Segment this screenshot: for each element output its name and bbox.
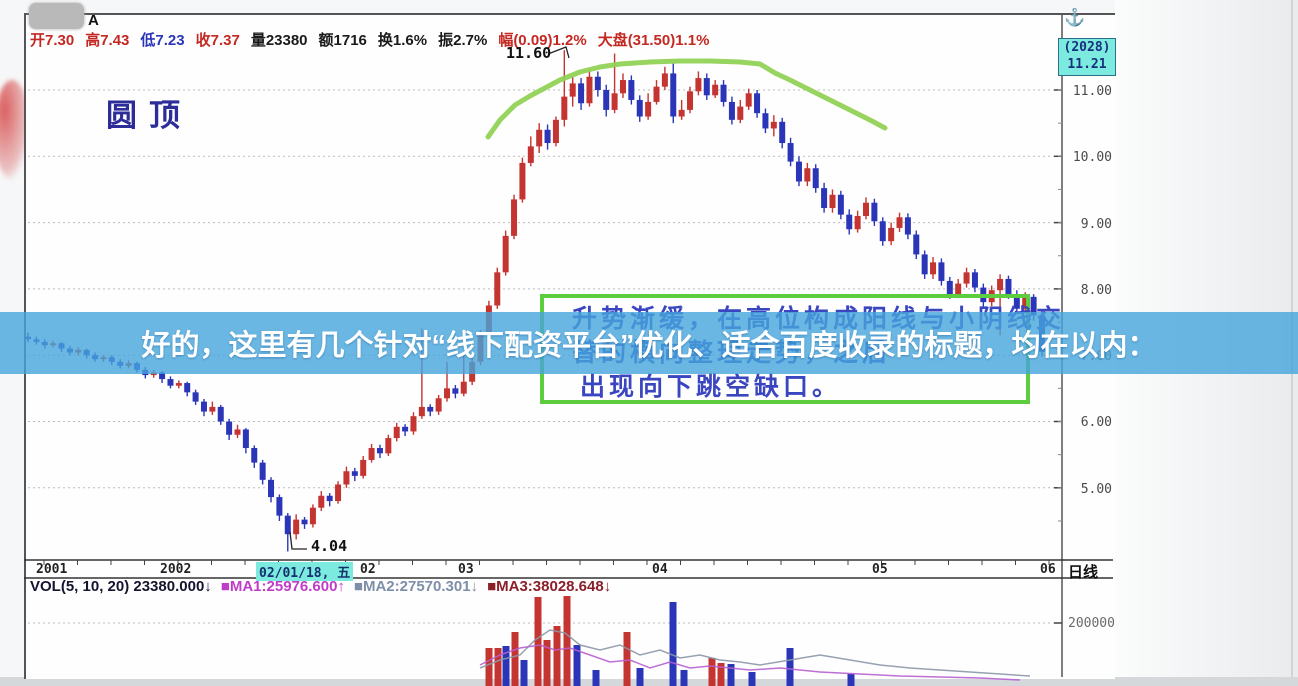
anchor-icon[interactable]: ⚓ — [1064, 8, 1086, 27]
stock-name: A — [88, 12, 99, 29]
peak-price-label: 11.60 — [506, 44, 552, 62]
price-tick-label: 5.00 — [1080, 482, 1112, 497]
quote-info-item: 振2.7% — [438, 32, 488, 49]
price-tick-label: 6.00 — [1080, 415, 1112, 430]
price-tick-label: 11.00 — [1072, 84, 1112, 99]
pattern-label: 圆顶 — [106, 98, 192, 133]
price-tick-label: 8.00 — [1080, 283, 1112, 298]
date-tick-label: 04 — [652, 562, 668, 577]
volume-ma-readout: ■MA3:38028.648↓ — [487, 578, 612, 595]
index-code: (2028) — [1063, 40, 1111, 55]
price-tick-label: 10.00 — [1072, 150, 1112, 165]
date-tick-label: 05 — [872, 562, 888, 577]
date-tick-label-highlighted: 02/01/18, 五 — [256, 562, 354, 581]
quote-info-item: 开7.30 — [30, 32, 75, 49]
date-tick-label: 2002 — [160, 562, 192, 577]
quote-info-item: 高7.43 — [85, 32, 130, 49]
volume-indicator-row: VOL(5, 10, 20) 23380.000↓ ■MA1:25976.600↑… — [30, 578, 620, 595]
quote-info-item: 收7.37 — [195, 32, 240, 49]
annotation-text-line: 出现向下跳空缺口。 — [580, 373, 842, 401]
last-price: 11.21 — [1067, 57, 1107, 72]
quote-info-item: 低7.23 — [140, 32, 185, 49]
quote-info-item: 换1.6% — [377, 32, 428, 49]
volume-ma-readout: ■MA2:27570.301↓ — [353, 578, 479, 595]
period-label: 日线 — [1068, 564, 1099, 581]
stock-name-blur-patch — [29, 3, 84, 29]
quote-info-item: 幅(0.09)1.2% — [498, 32, 587, 49]
overlay-banner: 好的，这里有几个针对“线下配资平台”优化、适合百度收录的标题，均在以内： — [0, 312, 1298, 374]
page-background-bottom — [0, 677, 1298, 686]
quote-info-item: 额1716 — [318, 32, 367, 49]
quote-info-item: 量23380 — [250, 32, 308, 49]
volume-axis-label: 200000 — [1068, 616, 1115, 631]
volume-ma-readout: VOL(5, 10, 20) 23380.000↓ — [30, 578, 212, 595]
date-tick-label: 2001 — [36, 562, 68, 577]
price-tick-label: 9.00 — [1080, 217, 1112, 232]
volume-ma-readout: ■MA1:25976.600↑ — [220, 578, 345, 595]
overlay-banner-text: 好的，这里有几个针对“线下配资平台”优化、适合百度收录的标题，均在以内： — [141, 330, 1157, 362]
quote-info-row: 开7.30 高7.43 低7.23 收7.37 量23380 额1716 换1.6% 振2.7… — [30, 29, 720, 50]
trough-price-label: 4.04 — [311, 537, 348, 555]
date-tick-label: 06 — [1040, 562, 1056, 577]
date-tick-label: 02 — [360, 562, 376, 577]
last-price-box: (2028) 11.21 — [1058, 38, 1116, 76]
quote-info-item: 大盘(31.50)1.1% — [597, 32, 710, 49]
date-tick-label: 03 — [458, 562, 474, 577]
